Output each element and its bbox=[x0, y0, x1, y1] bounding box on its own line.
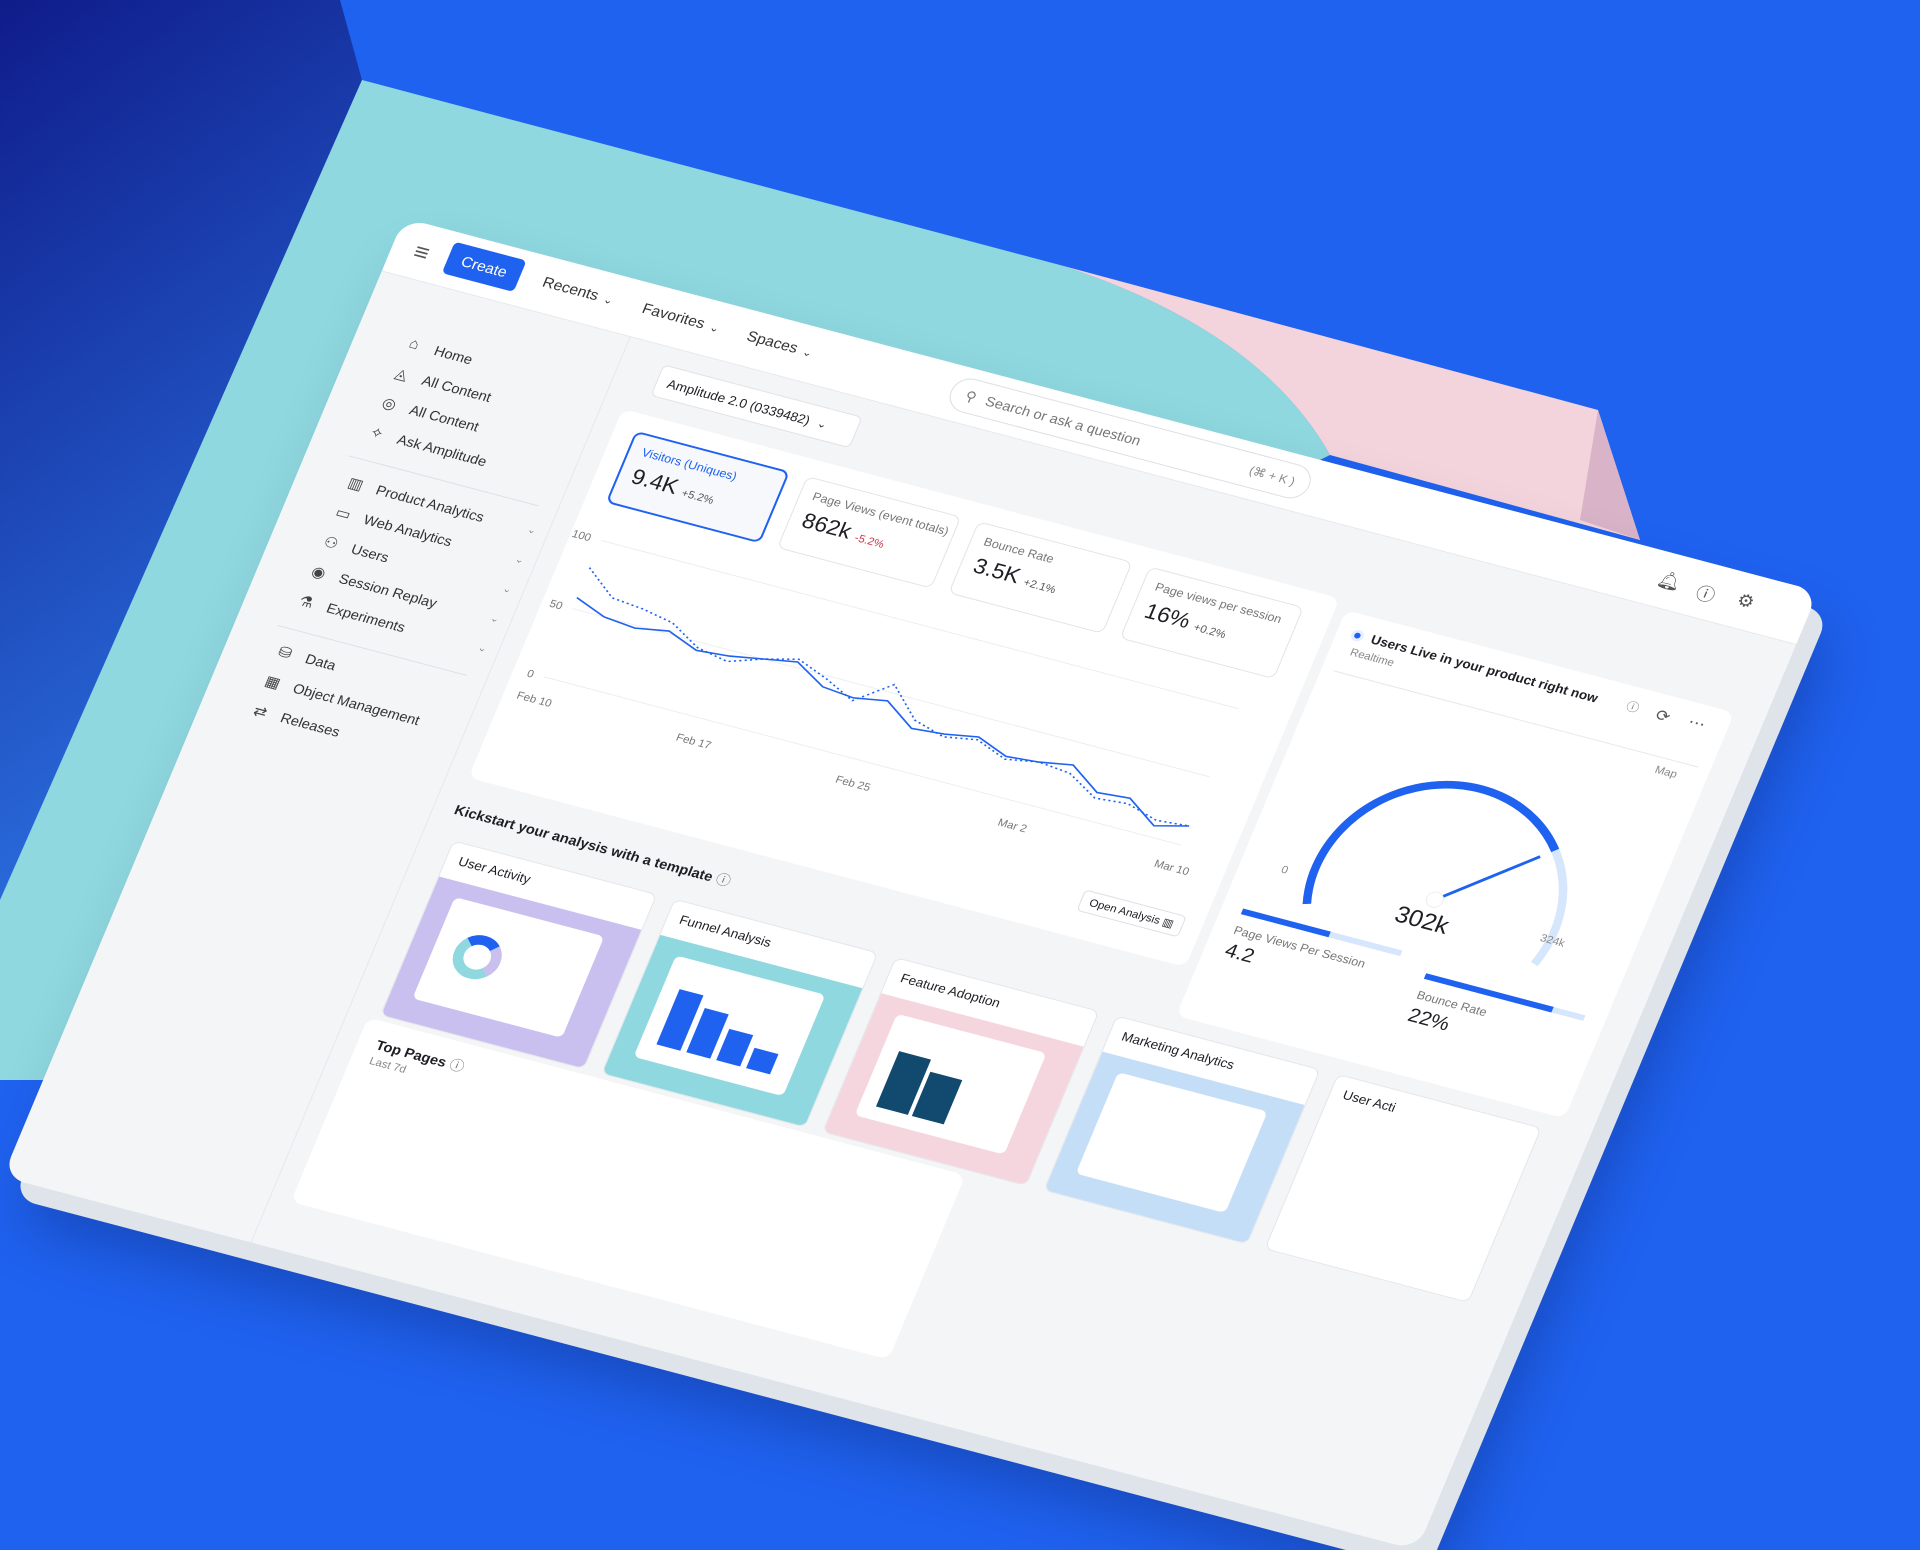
sidebar-item-icon: ◉ bbox=[308, 563, 329, 583]
more-icon[interactable]: ⋯ bbox=[1685, 713, 1708, 734]
chevron-down-icon: ⌄ bbox=[525, 524, 539, 537]
sidebar-item-label: Data bbox=[302, 650, 339, 674]
metric-value: 4.2 bbox=[1221, 939, 1258, 968]
template-card[interactable]: User Acti bbox=[1264, 1073, 1542, 1303]
info-icon[interactable]: ⓘ bbox=[713, 870, 734, 890]
sidebar-item-label: All Content bbox=[419, 372, 494, 405]
gear-icon[interactable]: ⚙ bbox=[1733, 589, 1758, 613]
y-tick-label: 50 bbox=[547, 598, 564, 612]
nav-label: Recents bbox=[539, 274, 602, 305]
x-tick-label: Feb 17 bbox=[674, 732, 713, 752]
sidebar-item-icon: ⌂ bbox=[406, 335, 423, 354]
search-shortcut: (⌘ + K ) bbox=[1247, 463, 1298, 489]
chevron-down-icon: ⌄ bbox=[800, 346, 815, 360]
x-tick-label: Mar 2 bbox=[996, 817, 1029, 835]
y-tick-label: 0 bbox=[525, 668, 536, 681]
thumbnail-preview bbox=[412, 896, 605, 1038]
info-icon[interactable]: ⓘ bbox=[1623, 699, 1642, 716]
sidebar-item-label: All Content bbox=[407, 401, 482, 435]
create-button[interactable]: Create bbox=[441, 241, 527, 292]
chevron-down-icon: ⌄ bbox=[815, 417, 829, 431]
sidebar-item-icon: ⇄ bbox=[250, 702, 270, 722]
funnel-bar bbox=[746, 1047, 779, 1075]
nav-recents[interactable]: Recents⌄ bbox=[540, 274, 617, 308]
nav-label: Spaces bbox=[744, 327, 801, 357]
chevron-down-icon: ⌄ bbox=[500, 583, 514, 596]
search-icon: ⚲ bbox=[962, 387, 980, 405]
x-tick-label: Feb 25 bbox=[833, 774, 872, 794]
gauge-needle bbox=[1434, 855, 1541, 902]
project-name: Amplitude 2.0 (0339482) bbox=[665, 375, 813, 428]
gridline bbox=[543, 676, 1182, 846]
refresh-icon[interactable]: ⟳ bbox=[1652, 707, 1673, 727]
sidebar-item-label: Users bbox=[348, 540, 392, 566]
line-chart: 100 50 0 Feb 10 Feb 17 Feb 25 Mar 2 Mar 10 bbox=[515, 528, 1239, 878]
chevron-down-icon: ⌄ bbox=[707, 321, 722, 336]
help-icon[interactable]: ⓘ bbox=[1692, 582, 1719, 606]
x-tick-label: Feb 10 bbox=[515, 690, 554, 710]
chart-icon: ▥ bbox=[1160, 916, 1176, 931]
sidebar-item-label: Home bbox=[432, 342, 476, 367]
nav-label: Favorites bbox=[639, 300, 708, 333]
thumbnail-preview bbox=[633, 955, 826, 1097]
gridline bbox=[572, 608, 1210, 778]
nav-favorites[interactable]: Favorites⌄ bbox=[639, 300, 722, 336]
chevron-down-icon: ⌄ bbox=[488, 612, 502, 625]
sidebar-item-icon: ✧ bbox=[367, 424, 387, 444]
sidebar-item-label: Web Analytics bbox=[361, 511, 455, 550]
series-line-solid bbox=[576, 597, 1190, 827]
gauge bbox=[1302, 780, 1568, 967]
template-card[interactable]: Marketing Analytics bbox=[1043, 1015, 1321, 1245]
gridline bbox=[600, 539, 1239, 710]
sidebar-item-icon: ⚗ bbox=[296, 592, 317, 612]
gauge-track bbox=[1302, 780, 1568, 967]
sidebar-item-icon: ▭ bbox=[332, 504, 354, 524]
x-tick-label: Mar 10 bbox=[1152, 858, 1191, 878]
metrics-chart-card: Visitors (Uniques) 9.4K+5.2% Page Views (e… bbox=[468, 408, 1340, 968]
hamburger-icon[interactable]: ≡ bbox=[409, 238, 434, 268]
sidebar-item-icon: ◎ bbox=[379, 394, 399, 414]
funnel-bar bbox=[716, 1028, 754, 1067]
chevron-down-icon: ⌄ bbox=[601, 293, 615, 308]
nav-spaces[interactable]: Spaces⌄ bbox=[744, 328, 816, 361]
live-dot-icon bbox=[1349, 628, 1366, 643]
sidebar-item-icon: ▦ bbox=[262, 672, 283, 693]
sidebar-item-icon: ⚇ bbox=[320, 533, 341, 553]
sidebar-item-label: Ask Amplitude bbox=[394, 431, 490, 470]
live-title: Users Live in your product right now bbox=[1368, 631, 1601, 706]
sidebar-item-icon: ⛁ bbox=[275, 643, 295, 663]
pink-shape bbox=[1060, 265, 1640, 540]
info-icon[interactable]: ⓘ bbox=[446, 1056, 468, 1075]
y-tick-label: 100 bbox=[570, 528, 593, 544]
donut-chart-icon bbox=[445, 929, 510, 985]
dashboard-window: ≡ Create Recents⌄ Favorites⌄ Spaces⌄ ⚲ S… bbox=[2, 218, 1819, 1550]
sidebar-item-label: Releases bbox=[278, 709, 343, 740]
gauge-fill bbox=[1302, 780, 1560, 905]
thumbnail-preview bbox=[1075, 1072, 1268, 1214]
bell-icon[interactable]: 🔔︎ bbox=[1654, 568, 1685, 594]
thumbnail-preview bbox=[1296, 1130, 1489, 1272]
sidebar-item-label: Experiments bbox=[324, 599, 408, 636]
navy-shape bbox=[0, 0, 362, 900]
thumbnail-preview bbox=[854, 1013, 1047, 1155]
gauge-hub bbox=[1425, 891, 1444, 908]
map-tab[interactable]: Map bbox=[1652, 764, 1679, 781]
users-live-card: Users Live in your product right now ⓘ R… bbox=[1176, 610, 1735, 1119]
series-line-dotted bbox=[588, 567, 1190, 827]
chevron-down-icon: ⌄ bbox=[513, 553, 526, 566]
chevron-down-icon: ⌄ bbox=[476, 642, 489, 655]
sidebar-item-icon: ▥ bbox=[345, 474, 366, 494]
sidebar-item-icon: ◬ bbox=[392, 365, 411, 384]
